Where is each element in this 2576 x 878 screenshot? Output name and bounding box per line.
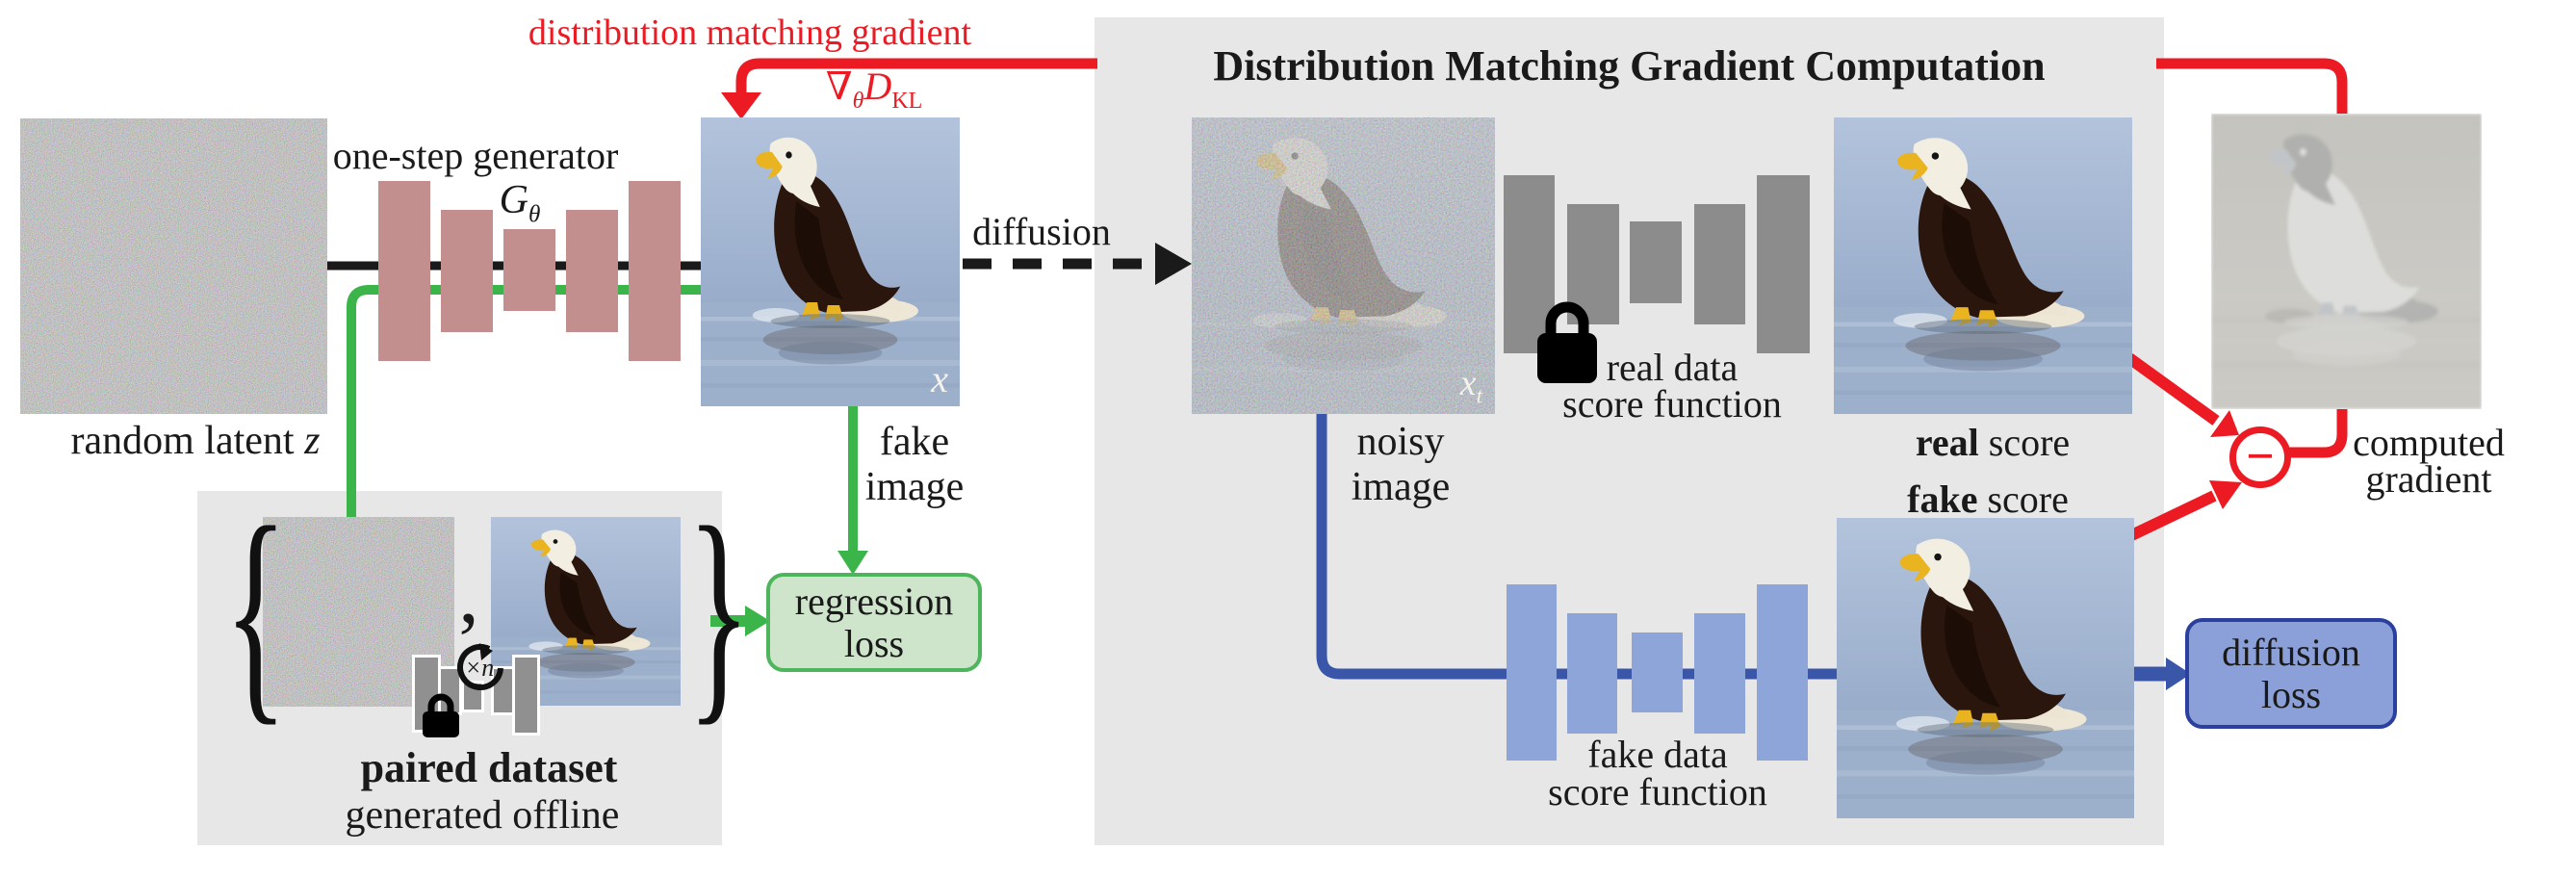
dmd-panel-title: Distribution Matching Gradient Computati… xyxy=(1213,42,2046,90)
fake-fn-bar-3 xyxy=(1632,633,1683,712)
fake-fn-bar-4 xyxy=(1694,613,1745,734)
latent-label-text: random latent xyxy=(70,419,295,463)
lock-icon xyxy=(1534,295,1602,386)
dm-gradient-label: distribution matching gradient xyxy=(528,13,972,53)
times-n-label: ×n xyxy=(464,654,495,682)
noisy-image-label-2: image xyxy=(1351,465,1451,509)
red-gradient-to-minus-line xyxy=(2288,409,2348,458)
brace-right: } xyxy=(686,478,751,745)
generator-bar-1 xyxy=(378,181,430,361)
generator-bar-4 xyxy=(566,210,618,332)
fake-fn-bar-1 xyxy=(1507,584,1557,761)
fake-score-to-minus-line xyxy=(2121,490,2217,545)
green-arrowhead-right-icon xyxy=(745,606,770,636)
noisy-image-tag: xt xyxy=(1459,363,1482,408)
regression-loss-box: regression loss xyxy=(766,573,982,672)
fake-fn-label-2: score function xyxy=(1548,770,1767,813)
green-generator-path xyxy=(347,285,701,518)
generator-bar-5 xyxy=(629,181,681,361)
real-fn-bar-4 xyxy=(1694,204,1745,324)
nabla-dkl-formula: ∇θDKL xyxy=(825,65,923,114)
blue-noisy-to-fakefn-path xyxy=(1316,414,1837,680)
red-gradient-line-right-top xyxy=(2156,58,2348,114)
fake-image-label-1: fake xyxy=(879,420,950,464)
red-gradient-line-left xyxy=(735,58,1097,94)
noisy-image-label-1: noisy xyxy=(1356,420,1445,464)
fake-image-tag: x xyxy=(931,357,948,400)
mini-lock-icon xyxy=(421,691,461,739)
fake-score-image xyxy=(1837,518,2134,818)
brace-left: { xyxy=(223,478,288,745)
paired-dataset-title: paired dataset xyxy=(360,744,618,791)
minus-icon: − xyxy=(2229,426,2291,488)
random-latent-label: random latent z xyxy=(0,420,391,462)
real-fn-label-1: real data xyxy=(1606,346,1739,389)
fake-score-label: fake score xyxy=(1907,478,2069,521)
real-score-label: real score xyxy=(1915,421,2071,464)
real-fn-bar-3 xyxy=(1630,221,1682,303)
mini-generator-bar-3 xyxy=(461,681,484,712)
noisy-image xyxy=(1192,117,1495,414)
fake-image-label-2: image xyxy=(864,465,965,509)
generator-bar-2 xyxy=(441,210,493,332)
fake-fn-bar-5 xyxy=(1757,584,1808,761)
diffusion-loss-box: diffusion loss xyxy=(2185,618,2397,729)
diffusion-loss-label-2: loss xyxy=(2260,672,2322,716)
diffusion-loss-label-1: diffusion xyxy=(2222,631,2360,675)
real-score-to-minus-line xyxy=(2125,353,2220,426)
real-fn-label-2: score function xyxy=(1562,382,1782,426)
green-arrowhead-down-icon xyxy=(837,551,868,575)
random-latent-image xyxy=(20,118,327,414)
generator-symbol: Gθ xyxy=(499,178,541,228)
computed-gradient-image xyxy=(2211,114,2482,409)
red-arrowhead-a-icon xyxy=(2210,410,2239,437)
regression-loss-label-2: loss xyxy=(843,621,905,665)
mini-generator-bar-5 xyxy=(512,655,540,736)
repeat-arrow-icon xyxy=(451,639,508,697)
fake-fn-bar-2 xyxy=(1567,613,1617,734)
real-score-image xyxy=(1834,117,2132,414)
red-arrowhead-b-icon xyxy=(2209,480,2242,509)
fake-fn-label-1: fake data xyxy=(1587,733,1728,776)
computed-gradient-label-2: gradient xyxy=(2365,457,2492,501)
black-arrowhead-right-icon xyxy=(1155,243,1192,285)
computed-gradient-label-1: computed xyxy=(2353,421,2505,464)
generator-bar-3 xyxy=(503,229,555,311)
pair-comma: , xyxy=(458,551,479,640)
red-arrowhead-down-icon xyxy=(721,92,761,119)
regression-loss-label-1: regression xyxy=(794,580,954,624)
real-fn-bar-5 xyxy=(1757,175,1810,353)
diffusion-label: diffusion xyxy=(972,210,1111,253)
latent-var: z xyxy=(304,419,321,463)
generator-label: one-step generator xyxy=(332,134,619,177)
paired-dataset-subtitle: generated offline xyxy=(345,793,620,838)
blue-arrowhead-right-icon xyxy=(2166,658,2191,690)
